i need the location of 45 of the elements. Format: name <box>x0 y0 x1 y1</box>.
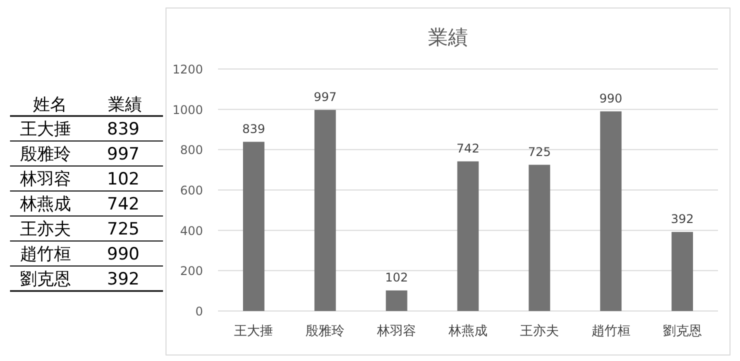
text: 839 <box>107 120 140 140</box>
data-label: 392 <box>670 212 694 226</box>
y-tick-label: 1200 <box>172 62 203 76</box>
bar <box>386 290 408 311</box>
text: 林燕成 <box>19 194 71 214</box>
y-tick-label: 1000 <box>172 102 203 117</box>
bar <box>600 111 622 311</box>
data-label: 742 <box>456 141 480 156</box>
text: 王亦夫 <box>20 220 71 240</box>
bar <box>314 110 336 311</box>
x-tick-label: 趙竹桓 <box>591 324 630 339</box>
data-label: 990 <box>599 91 622 106</box>
text: 102 <box>107 170 140 190</box>
text: 725 <box>107 220 140 240</box>
text: 殷雅玲 <box>20 144 71 164</box>
data-label: 997 <box>314 90 337 104</box>
text: 997 <box>107 144 140 164</box>
x-tick-label: 林燕成 <box>448 324 488 339</box>
text: 392 <box>107 270 140 290</box>
text: 趙竹桓 <box>20 244 71 264</box>
x-tick-label: 殷雅玲 <box>306 324 345 339</box>
chart-title: 業績 <box>428 25 468 49</box>
text: 劉克恩 <box>20 270 71 290</box>
bar <box>672 232 693 311</box>
y-tick-label: 600 <box>180 184 203 198</box>
data-label: 725 <box>528 144 551 159</box>
x-tick-label: 王大捶 <box>234 324 274 339</box>
x-tick-label: 王亦夫 <box>520 324 559 339</box>
text: 姓名 <box>33 95 67 115</box>
y-tick-label: 0 <box>195 304 203 318</box>
x-tick-label: 劉克恩 <box>662 324 702 339</box>
y-tick-label: 400 <box>180 224 203 238</box>
x-tick-label: 林羽容 <box>376 323 416 339</box>
text: 林羽容 <box>19 170 71 190</box>
y-tick-label: 200 <box>180 264 203 278</box>
text: 990 <box>107 244 140 264</box>
data-label: 839 <box>242 122 266 136</box>
text: 王大捶 <box>20 120 71 140</box>
bar <box>528 164 550 311</box>
bar <box>243 142 264 311</box>
y-tick-label: 800 <box>180 143 203 158</box>
text: 742 <box>107 194 140 214</box>
data-label: 102 <box>385 270 408 284</box>
bar <box>457 161 479 311</box>
text: 業績 <box>108 95 142 115</box>
